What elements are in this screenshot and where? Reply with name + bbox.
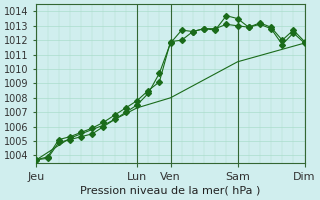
X-axis label: Pression niveau de la mer( hPa ): Pression niveau de la mer( hPa ) (80, 186, 261, 196)
